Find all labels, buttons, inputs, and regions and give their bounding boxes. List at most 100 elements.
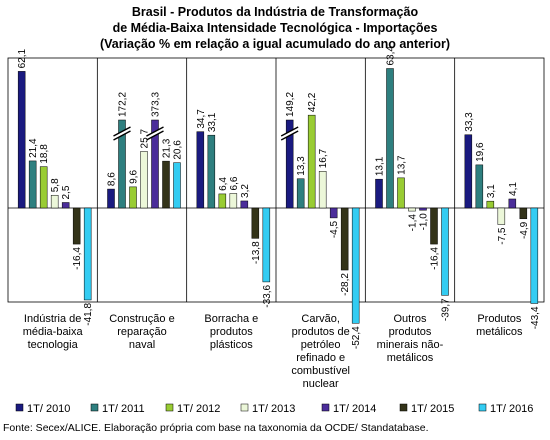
data-label: 2,5 (61, 185, 72, 199)
bar (508, 198, 517, 209)
axis-break-mark (146, 126, 164, 137)
data-label: 3,2 (240, 184, 251, 198)
data-label: -1,4 (408, 214, 419, 232)
data-label: -13,8 (251, 241, 262, 264)
bar (340, 207, 349, 271)
data-label: -39,7 (441, 298, 452, 321)
legend-label: 1T/ 2014 (333, 403, 376, 415)
data-label: 6,6 (229, 176, 240, 190)
data-label: -4,5 (329, 220, 340, 238)
axis-break-mark (113, 130, 131, 141)
data-label: 21,3 (162, 138, 173, 158)
bar (151, 119, 159, 209)
data-label: 18,8 (39, 144, 50, 164)
data-label: 373,3 (151, 92, 162, 117)
axis-break-mark (280, 130, 299, 141)
bar (296, 178, 305, 209)
bar (351, 207, 360, 324)
data-label: 172,2 (118, 92, 129, 117)
category-label: Carvão, produtos de petróleo refinado e comb… (291, 313, 350, 390)
data-label: -7,5 (497, 227, 508, 245)
data-label: 63,4 (386, 46, 397, 66)
data-label: 16,7 (318, 148, 329, 168)
bar (17, 71, 26, 209)
bar (408, 207, 416, 212)
bar (107, 188, 115, 209)
bar (129, 186, 137, 209)
bar (72, 207, 81, 245)
data-label: -52,4 (351, 326, 362, 349)
data-label: 5,8 (50, 178, 61, 192)
legend-label: 1T/ 2013 (252, 403, 295, 415)
data-label: 34,7 (196, 109, 207, 129)
legend-swatch (165, 403, 174, 412)
bar (486, 200, 495, 209)
data-label: 9,6 (129, 170, 140, 184)
bar (118, 119, 126, 209)
bar (240, 200, 249, 209)
bar (397, 177, 405, 209)
data-label: -16,4 (430, 247, 441, 270)
bar (318, 171, 327, 209)
bar (430, 207, 438, 245)
legend-swatch (90, 403, 99, 412)
axis-break-mark (113, 126, 131, 137)
data-label: 13,1 (375, 156, 386, 176)
legend-swatch (240, 403, 249, 412)
legend-swatch (399, 403, 408, 412)
data-label: -4,9 (519, 221, 530, 239)
data-label: -28,2 (340, 273, 351, 296)
bar (262, 207, 271, 283)
bar (162, 160, 170, 209)
data-label: -16,4 (72, 247, 83, 270)
chart-title-line-1: Brasil - Produtos da Indústria de Transf… (131, 5, 419, 19)
data-label: 20,6 (173, 140, 184, 160)
bar (140, 151, 148, 209)
legend-label: 1T/ 2012 (177, 403, 220, 415)
category-label: Borracha e produtos plásticos (204, 313, 258, 351)
legend-label: 1T/ 2010 (27, 403, 70, 415)
category-label: Construção e reparação naval (109, 313, 174, 351)
data-label: -41,8 (83, 303, 94, 326)
legend-label: 1T/ 2011 (102, 403, 145, 415)
bar (530, 207, 539, 304)
bar (441, 207, 449, 296)
data-label: 19,6 (475, 142, 486, 162)
legend-label: 1T/ 2016 (490, 403, 533, 415)
bar (307, 114, 316, 209)
bar (329, 207, 338, 219)
bar (229, 193, 238, 209)
legend-swatch (15, 403, 24, 412)
data-label: 13,7 (397, 155, 408, 175)
bar (497, 207, 506, 225)
data-label: -1,0 (419, 213, 430, 231)
bar (173, 162, 181, 209)
bar (285, 119, 294, 209)
data-label: -43,4 (530, 306, 541, 329)
bar (61, 202, 70, 209)
data-label: 13,3 (296, 156, 307, 176)
axis-break-mark (146, 130, 164, 141)
category-label: Outros produtos minerais não-metálicos (377, 313, 444, 364)
chart-title-line-2: de Média-Baixa Intensidade Tecnológica -… (112, 21, 438, 35)
data-label: 8,6 (107, 172, 118, 186)
data-label: 4,1 (508, 182, 519, 196)
bar (207, 134, 216, 209)
bar (475, 164, 484, 209)
bar (50, 194, 59, 209)
legend-swatch (321, 403, 330, 412)
data-label: 25,7 (140, 129, 151, 149)
bar (83, 207, 92, 301)
data-label: 149,2 (285, 92, 296, 117)
chart-title-line-3: (Variação % em relação a igual acumulado… (99, 37, 451, 51)
bar (375, 178, 383, 209)
data-label: 3,1 (486, 184, 497, 198)
bar (28, 160, 37, 209)
bar (218, 193, 227, 209)
bar (196, 131, 205, 209)
legend-label: 1T/ 2015 (411, 403, 454, 415)
bar (419, 207, 427, 211)
data-label: 42,2 (307, 92, 318, 112)
chart-title-block: Brasil - Produtos da Indústria de Transf… (0, 4, 550, 52)
